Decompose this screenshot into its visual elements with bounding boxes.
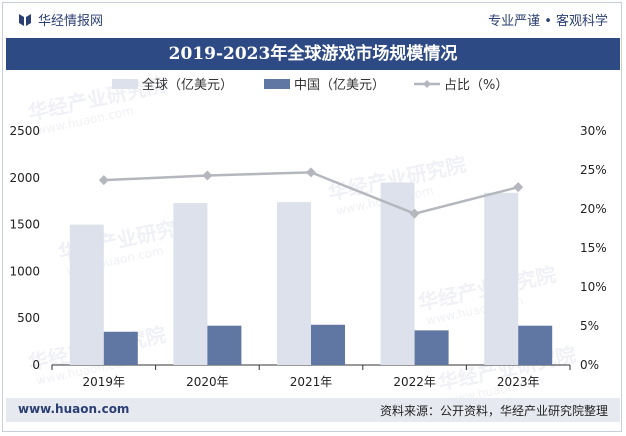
legend-global-swatch xyxy=(112,79,138,89)
bar-china xyxy=(414,330,449,365)
share-point xyxy=(513,182,524,193)
brand-name: 华经情报网 xyxy=(38,14,104,29)
bar-global xyxy=(484,192,519,365)
legend-global-label: 全球（亿美元） xyxy=(142,77,233,93)
share-point xyxy=(98,175,109,186)
bar-global xyxy=(173,203,208,365)
bars xyxy=(69,182,553,365)
right-axis-tick-label: 25% xyxy=(580,163,607,177)
bar-global xyxy=(69,224,104,365)
share-point xyxy=(306,167,316,178)
x-axis-category-label: 2020年 xyxy=(186,375,229,389)
footer-url[interactable]: www.huaon.com xyxy=(18,402,130,416)
x-axis-category-label: 2022年 xyxy=(393,375,436,389)
legend-china-swatch xyxy=(264,79,290,89)
right-axis-tick-label: 30% xyxy=(580,124,607,138)
left-axis-tick-label: 1500 xyxy=(9,218,40,232)
legend-china-label: 中国（亿美元） xyxy=(294,78,385,93)
bar-china xyxy=(207,325,242,365)
bar-global xyxy=(277,202,311,365)
left-axis-tick-label: 500 xyxy=(17,311,40,325)
footer: www.huaon.com 资料来源：公开资料，华经产业研究院整理 xyxy=(6,398,620,422)
right-axis-tick-label: 0% xyxy=(580,358,599,372)
slogan: 专业严谨 • 客观科学 xyxy=(488,14,608,29)
brand[interactable]: 华经情报网 xyxy=(18,10,103,29)
share-point xyxy=(409,208,420,219)
right-axis-tick-label: 10% xyxy=(580,280,607,294)
bar-china xyxy=(103,331,138,365)
legend: 全球（亿美元） 中国（亿美元） 占比（%） xyxy=(112,77,508,93)
x-axis-category-label: 2019年 xyxy=(83,375,126,389)
left-axis-tick-label: 0 xyxy=(32,358,40,372)
chart-title: 2019-2023年全球游戏市场规模情况 xyxy=(6,38,620,70)
bar-china xyxy=(518,325,553,365)
x-axis-category-label: 2023年 xyxy=(497,375,540,389)
left-axis-tick-label: 1000 xyxy=(9,264,40,278)
share-line-series xyxy=(98,167,524,219)
bar-global xyxy=(380,182,415,365)
bar-china xyxy=(311,324,345,365)
share-point xyxy=(202,170,213,181)
header-bar: 华经情报网 专业严谨 • 客观科学 xyxy=(0,0,626,38)
x-axis-category-label: 2021年 xyxy=(290,375,333,389)
right-axis-tick-label: 5% xyxy=(580,319,599,333)
left-axis-tick-label: 2500 xyxy=(9,124,40,138)
footer-source: 资料来源：公开资料，华经产业研究院整理 xyxy=(379,404,608,418)
axes: 0 500 1000 1500 2000 2500 0% 5% 10% 15% 20% 25% 30% 2… xyxy=(9,124,606,389)
legend-share-marker xyxy=(423,80,431,88)
legend-share-label: 占比（%） xyxy=(444,78,508,93)
chart-frame xyxy=(2,2,622,432)
right-axis-tick-label: 15% xyxy=(580,241,607,255)
right-axis-tick-label: 20% xyxy=(580,202,607,216)
huaon-logo-icon xyxy=(19,13,31,26)
left-axis-tick-label: 2000 xyxy=(9,171,40,185)
